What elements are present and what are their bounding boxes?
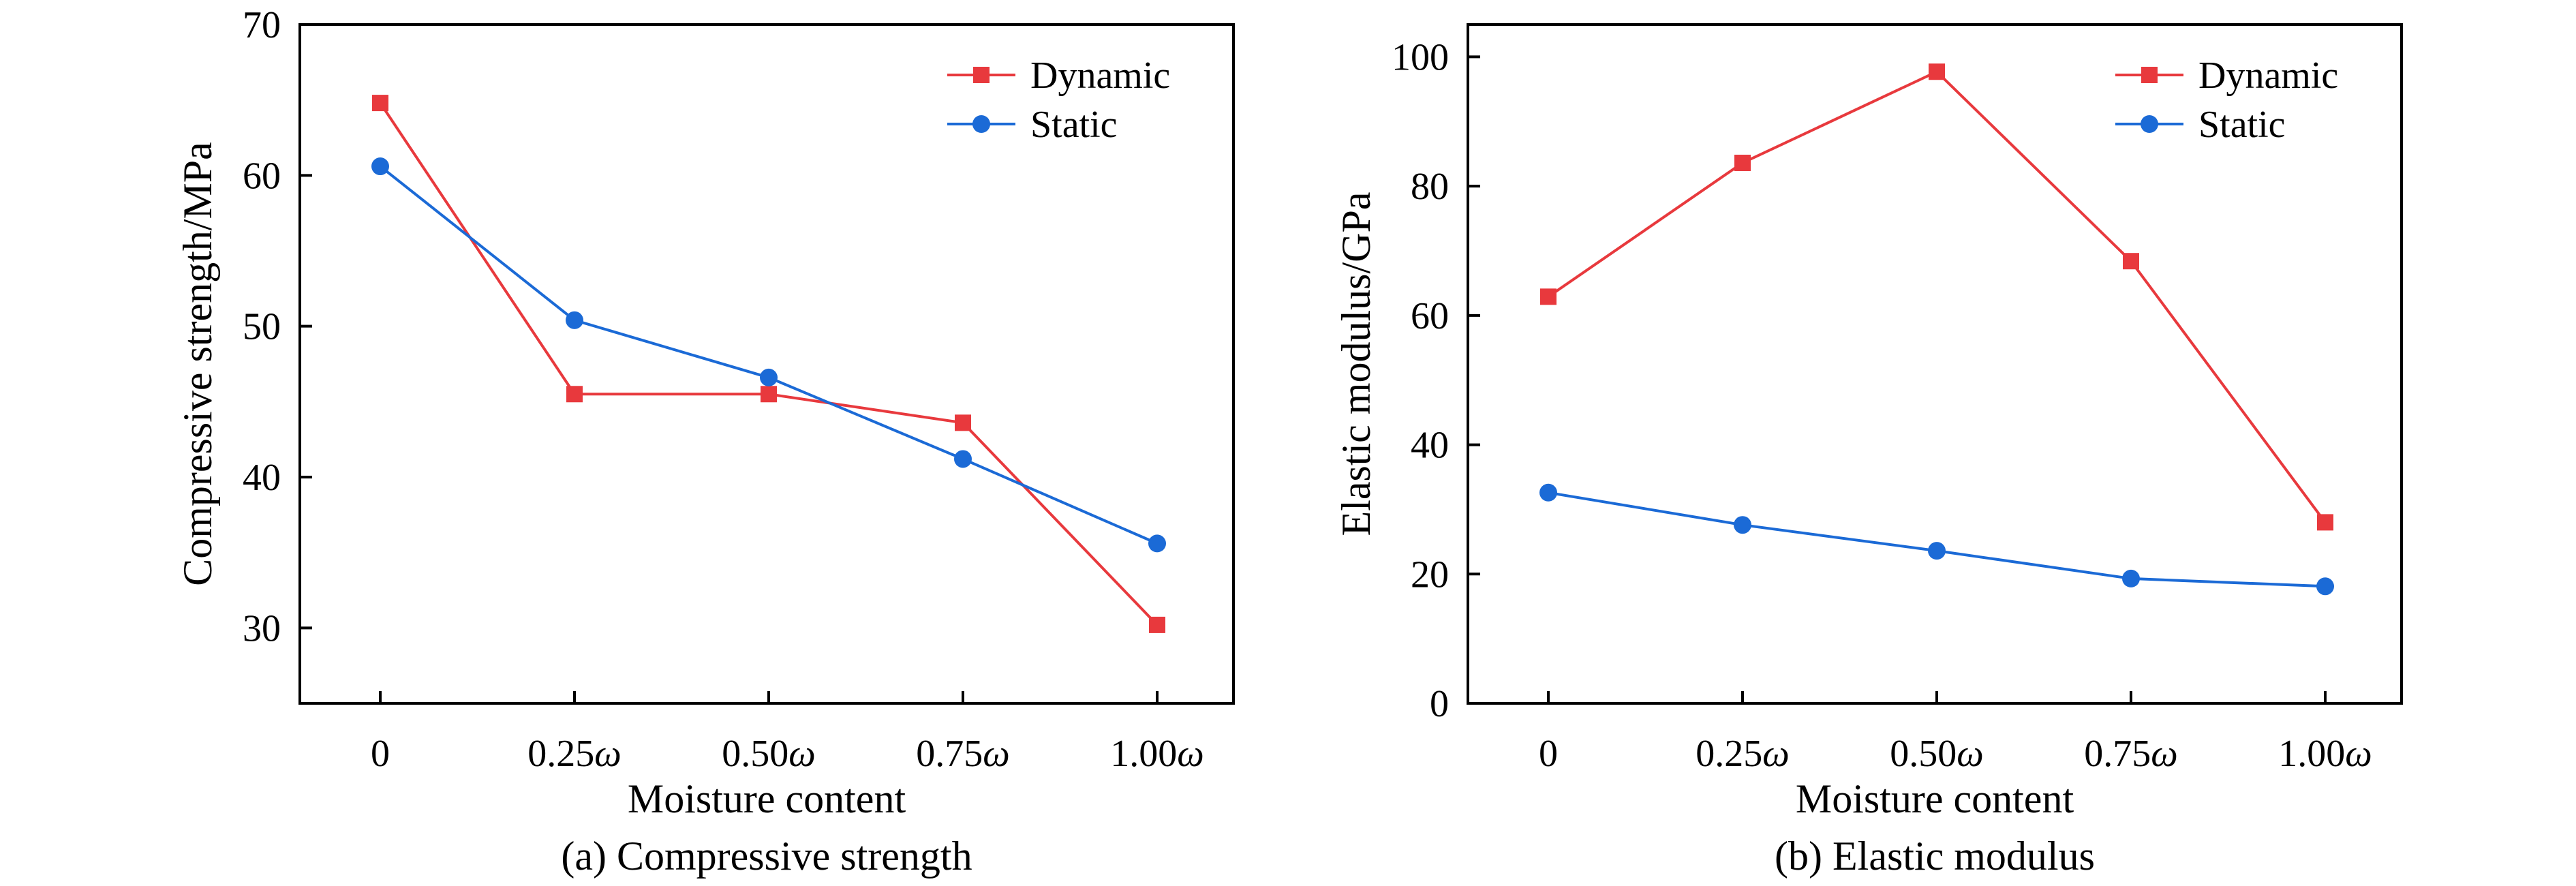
y-tick-label: 30 <box>243 607 281 650</box>
x-tick-label: 0.50ω <box>1890 733 1984 775</box>
data-point-static <box>760 368 778 386</box>
x-axis-title: Moisture content <box>628 776 906 821</box>
data-point-dynamic <box>761 386 777 403</box>
plot-frame <box>298 23 1235 705</box>
y-tick-label: 50 <box>243 306 281 348</box>
x-tick-label: 0.25ω <box>527 733 622 775</box>
data-point-static <box>1148 534 1166 553</box>
series-group <box>1539 63 2334 596</box>
y-tick-label: 100 <box>1392 36 1449 78</box>
x-tick-label: 0.50ω <box>722 733 816 775</box>
legend-marker-dynamic <box>2141 67 2158 83</box>
y-axis-title: Compressive strength/MPa <box>175 142 220 586</box>
chart-caption: (a) Compressive strength <box>561 834 972 879</box>
x-tick-label: 0 <box>371 733 390 775</box>
legend-marker-static <box>972 115 990 133</box>
x-axis-title: Moisture content <box>1796 776 2074 821</box>
panel-elastic-modulus: 0 20 40 60 80 100 0 0.25ω 0.50ω 0.75ω 1.00ω Dynam… <box>1334 23 2403 879</box>
legend-label-static: Static <box>2198 104 2286 146</box>
x-axis: 0 0.25ω 0.50ω 0.75ω 1.00ω <box>371 691 1204 775</box>
data-point-static <box>1734 516 1751 534</box>
data-point-static <box>1539 483 1557 502</box>
data-point-static <box>954 450 972 468</box>
data-point-static <box>371 157 389 176</box>
legend: Dynamic Static <box>947 55 1170 146</box>
data-point-static <box>2122 569 2140 587</box>
data-point-dynamic <box>2317 514 2333 531</box>
data-point-static <box>1928 542 1946 560</box>
x-axis: 0 0.25ω 0.50ω 0.75ω 1.00ω <box>1539 691 2372 775</box>
x-tick-label: 1.00ω <box>2278 733 2372 775</box>
data-point-static <box>566 311 583 329</box>
y-tick-label: 40 <box>1411 425 1449 467</box>
data-point-dynamic <box>1734 154 1751 171</box>
data-point-dynamic <box>372 95 388 112</box>
data-point-dynamic <box>955 414 971 431</box>
chart-caption: (b) Elastic modulus <box>1775 834 2095 879</box>
series-line-static <box>1548 491 2326 588</box>
data-point-dynamic <box>566 386 583 403</box>
series-group <box>371 95 1166 633</box>
panel-compressive-strength: 30 40 50 60 70 0 0.25ω 0.50ω 0.75ω 1.00ω Dynamic… <box>175 4 1235 879</box>
series-line-dynamic <box>379 102 1159 626</box>
x-tick-label: 1.00ω <box>1110 733 1204 775</box>
x-tick-label: 0.25ω <box>1696 733 1790 775</box>
y-tick-label: 0 <box>1430 683 1449 725</box>
x-tick-label: 0.75ω <box>2084 733 2178 775</box>
legend-marker-static <box>2141 115 2158 133</box>
x-tick-label: 0 <box>1539 733 1558 775</box>
y-axis-title: Elastic modulus/GPa <box>1334 192 1379 536</box>
plot-frame <box>1467 23 2403 705</box>
y-tick-label: 80 <box>1411 166 1449 208</box>
y-axis: 0 20 40 60 80 100 <box>1392 36 1480 725</box>
data-point-dynamic <box>2123 253 2139 270</box>
x-tick-label: 0.75ω <box>916 733 1010 775</box>
legend-marker-dynamic <box>973 67 990 83</box>
y-tick-label: 60 <box>243 155 281 197</box>
data-point-dynamic <box>1149 616 1165 633</box>
legend-label-dynamic: Dynamic <box>2198 55 2338 97</box>
legend-label-dynamic: Dynamic <box>1030 55 1170 97</box>
legend: Dynamic Static <box>2115 55 2338 146</box>
data-point-static <box>2316 577 2334 596</box>
y-tick-label: 20 <box>1411 553 1449 596</box>
y-tick-label: 70 <box>243 4 281 46</box>
series-line-static <box>379 165 1158 545</box>
legend-label-static: Static <box>1030 104 1118 146</box>
y-tick-label: 60 <box>1411 295 1449 337</box>
y-axis: 30 40 50 60 70 <box>243 4 312 650</box>
data-point-dynamic <box>1540 288 1557 305</box>
data-point-dynamic <box>1929 63 1945 80</box>
y-tick-label: 40 <box>243 457 281 499</box>
